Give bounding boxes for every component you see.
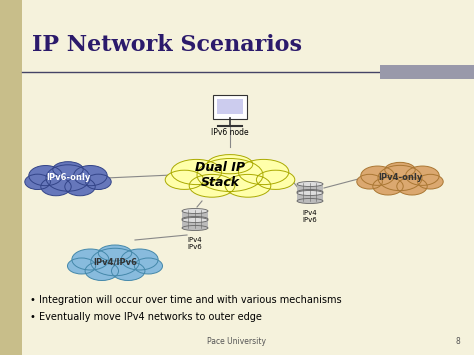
Ellipse shape	[41, 178, 71, 196]
Ellipse shape	[121, 249, 158, 270]
Ellipse shape	[197, 158, 263, 191]
Text: • Integration will occur over time and with various mechanisms: • Integration will occur over time and w…	[30, 295, 342, 305]
Ellipse shape	[182, 217, 208, 222]
Text: IPv4-only: IPv4-only	[378, 174, 422, 182]
Ellipse shape	[256, 170, 295, 190]
Ellipse shape	[85, 262, 118, 280]
Text: 8: 8	[456, 338, 460, 346]
Ellipse shape	[111, 262, 145, 280]
Ellipse shape	[134, 258, 163, 274]
Bar	[0, 0, 22, 355]
Text: IPv4
IPv6: IPv4 IPv6	[302, 210, 318, 223]
Ellipse shape	[373, 178, 403, 195]
FancyBboxPatch shape	[297, 184, 323, 192]
Ellipse shape	[73, 165, 107, 186]
Ellipse shape	[171, 159, 222, 185]
Ellipse shape	[406, 166, 439, 185]
Text: IP Network Scenarios: IP Network Scenarios	[32, 34, 302, 56]
Ellipse shape	[385, 162, 415, 177]
Text: Dual IP
Stack: Dual IP Stack	[195, 161, 245, 189]
Ellipse shape	[357, 174, 383, 189]
FancyBboxPatch shape	[217, 99, 243, 114]
Ellipse shape	[207, 154, 253, 174]
Ellipse shape	[225, 174, 271, 197]
FancyBboxPatch shape	[297, 193, 323, 201]
Ellipse shape	[397, 178, 427, 195]
Ellipse shape	[238, 159, 289, 185]
Ellipse shape	[378, 165, 422, 191]
Ellipse shape	[53, 162, 83, 177]
Ellipse shape	[72, 249, 109, 270]
Ellipse shape	[46, 165, 90, 191]
Text: IPv4/IPv6: IPv4/IPv6	[93, 257, 137, 267]
Text: Pace University: Pace University	[208, 338, 266, 346]
Ellipse shape	[25, 174, 50, 190]
Ellipse shape	[65, 178, 95, 196]
Ellipse shape	[297, 181, 323, 186]
Ellipse shape	[297, 198, 323, 203]
Text: • Eventually move IPv4 networks to outer edge: • Eventually move IPv4 networks to outer…	[30, 312, 262, 322]
FancyBboxPatch shape	[182, 220, 208, 228]
FancyBboxPatch shape	[182, 211, 208, 219]
Ellipse shape	[91, 248, 139, 276]
Ellipse shape	[418, 174, 443, 189]
Ellipse shape	[29, 165, 63, 186]
Ellipse shape	[361, 166, 394, 185]
Text: IPv4
IPv6: IPv4 IPv6	[188, 237, 202, 250]
Ellipse shape	[165, 170, 204, 190]
Ellipse shape	[182, 225, 208, 230]
Ellipse shape	[86, 174, 111, 190]
Ellipse shape	[182, 208, 208, 213]
Ellipse shape	[297, 190, 323, 195]
Ellipse shape	[189, 174, 235, 197]
Ellipse shape	[98, 245, 132, 261]
Text: IPv6 node: IPv6 node	[211, 128, 249, 137]
Text: IPv6-only: IPv6-only	[46, 174, 90, 182]
Ellipse shape	[182, 218, 208, 223]
Ellipse shape	[297, 191, 323, 196]
Ellipse shape	[67, 258, 96, 274]
Bar	[380, 65, 474, 79]
FancyBboxPatch shape	[213, 95, 247, 119]
